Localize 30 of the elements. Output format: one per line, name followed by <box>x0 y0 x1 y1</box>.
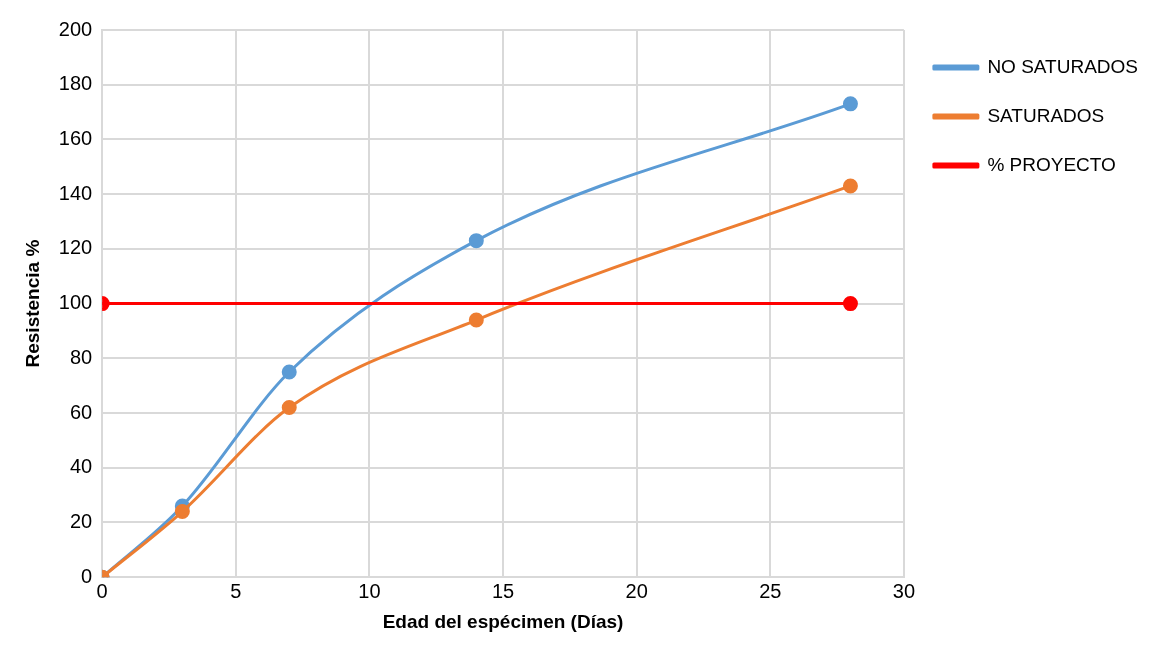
y-tick-label: 80 <box>69 345 93 368</box>
point <box>468 233 484 249</box>
x-tick-label: 15 <box>491 579 515 602</box>
x-tick-label: 25 <box>759 579 782 602</box>
point <box>174 504 190 520</box>
legend-label: SATURADOS <box>987 104 1105 126</box>
y-tick-label: 60 <box>69 400 93 423</box>
y-tick-label: 40 <box>69 455 93 478</box>
point <box>842 96 858 112</box>
point <box>842 178 858 194</box>
x-tick-label: 0 <box>96 579 108 602</box>
point <box>281 364 297 380</box>
legend-label: % PROYECTO <box>987 153 1116 175</box>
x-axis-title: Edad del espécimen (Días) <box>382 610 624 632</box>
x-tick-label: 20 <box>625 579 648 602</box>
y-tick-label: 120 <box>58 236 93 259</box>
legend-label: NO SATURADOS <box>987 55 1138 77</box>
y-tick-label: 20 <box>69 510 93 532</box>
point <box>468 312 484 328</box>
y-tick-label: 200 <box>58 17 93 40</box>
x-tick-label: 30 <box>892 579 916 602</box>
y-tick-label: 180 <box>58 72 93 95</box>
y-tick-label: 140 <box>58 181 93 204</box>
y-tick-label: 160 <box>58 126 93 149</box>
x-tick-label: 10 <box>358 579 381 602</box>
y-axis-title: Resistencia % <box>21 239 43 368</box>
x-tick-label: 5 <box>230 579 242 602</box>
point <box>281 400 297 416</box>
y-tick-label: 0 <box>81 564 93 587</box>
y-tick-label: 100 <box>58 291 93 314</box>
